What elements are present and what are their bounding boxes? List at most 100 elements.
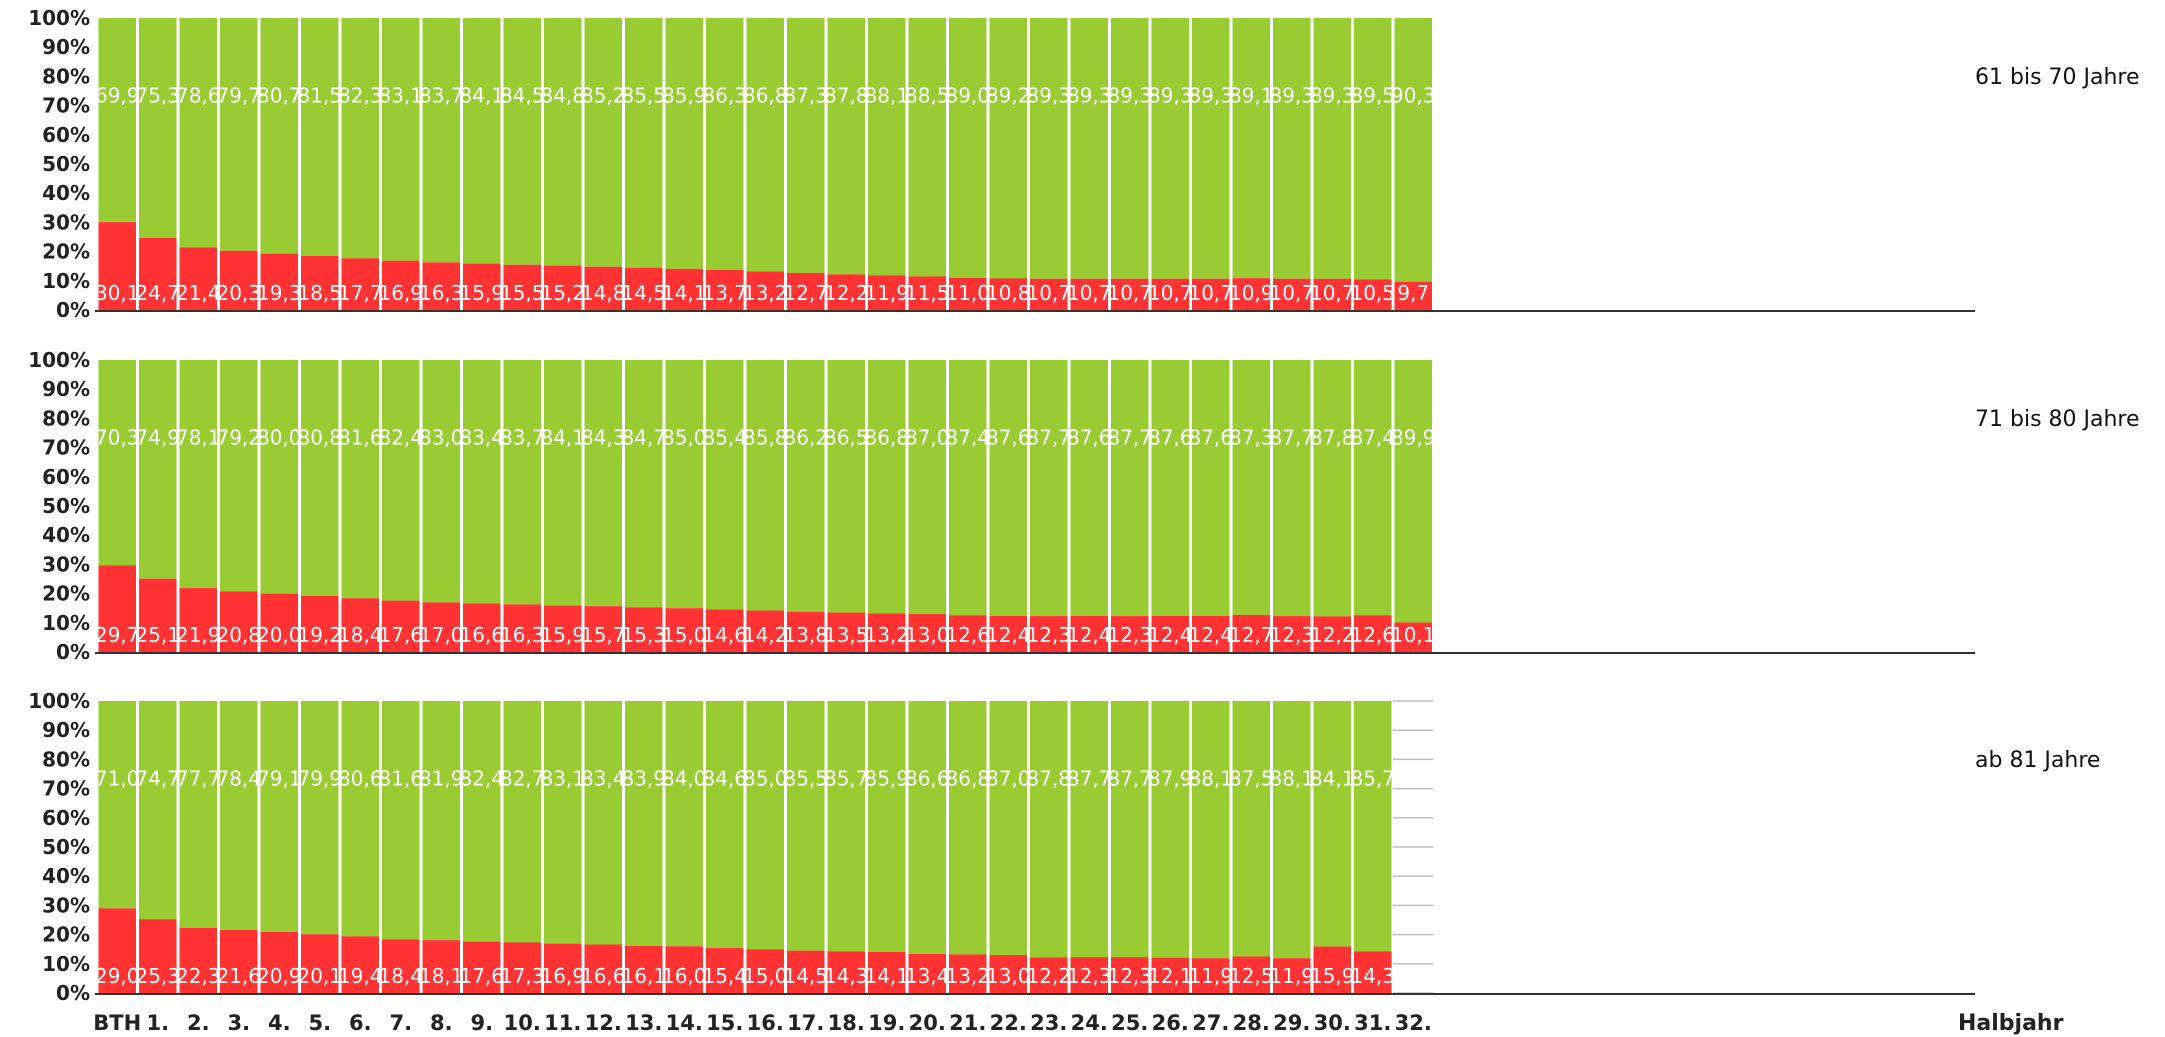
bar-7: 81,6 18,4 [378, 701, 423, 993]
x-tick-label: 28. [1233, 1011, 1270, 1035]
bar-segment-red [665, 946, 703, 993]
bar-segment-green [503, 701, 541, 943]
y-tick-label: 100% [28, 348, 90, 372]
bar-segment-red [382, 600, 420, 652]
data-label-green: 89,3 [1269, 84, 1314, 108]
bar-segment-green [382, 701, 420, 940]
data-label-red: 10,1 [1391, 623, 1436, 647]
data-label-red: 24,7 [135, 281, 180, 305]
data-label-green: 81,6 [378, 767, 423, 791]
x-tick-label: 30. [1314, 1011, 1351, 1035]
bar-segment-red [1232, 614, 1270, 652]
data-label-red: 12,6 [1350, 623, 1395, 647]
y-tick-label: 100% [28, 689, 90, 713]
bar-21: 86,8 13,2 [945, 701, 990, 993]
data-label-red: 16,3 [500, 623, 545, 647]
data-label-green: 78,1 [176, 426, 221, 450]
bar-11: 84,8 15,2 [540, 18, 585, 310]
bar-segment-red [341, 258, 379, 310]
data-label-red: 12,2 [1310, 623, 1355, 647]
data-label-red: 12,1 [1148, 964, 1193, 988]
data-label-red: 14,5 [621, 281, 666, 305]
bar-segment-red [179, 247, 217, 310]
data-label-red: 13,0 [905, 623, 950, 647]
bar-segment-green [1394, 360, 1432, 623]
data-label-green: 77,7 [176, 767, 221, 791]
bar-segment-green [463, 701, 501, 942]
bar-segment-green [1232, 18, 1270, 279]
data-label-red: 21,6 [216, 964, 261, 988]
bar-segment-green [179, 360, 217, 589]
bar-segment-red [787, 272, 825, 310]
data-label-green: 87,8 [1026, 767, 1071, 791]
y-tick-label: 30% [42, 210, 90, 234]
bar-segment-green [463, 360, 501, 604]
data-label-red: 22,3 [176, 964, 221, 988]
bar-segment-green [260, 18, 298, 254]
data-label-red: 13,0 [986, 964, 1031, 988]
data-label-red: 15,0 [662, 623, 707, 647]
bar-4: 80,7 19,3 [257, 18, 302, 310]
data-label-green: 89,3 [1067, 84, 1112, 108]
data-label-green: 84,1 [459, 84, 504, 108]
data-label-red: 20,9 [257, 964, 302, 988]
bar-15: 86,3 13,7 [702, 18, 747, 310]
data-label-red: 18,1 [419, 964, 464, 988]
bar-13: 84,7 15,3 [621, 360, 666, 652]
data-label-green: 78,6 [176, 84, 221, 108]
bar-segment-green [1273, 18, 1311, 279]
data-label-red: 18,4 [378, 964, 423, 988]
bar-31: 87,4 12,6 [1350, 360, 1395, 652]
data-label-green: 84,8 [540, 84, 585, 108]
bar-segment-red [1313, 946, 1351, 993]
bar-28: 87,5 12,5 [1229, 701, 1274, 993]
bar-segment-red [179, 588, 217, 652]
bar-segment-green [1273, 360, 1311, 617]
bar-22: 87,6 12,4 [986, 360, 1031, 652]
data-label-red: 12,2 [1026, 964, 1071, 988]
bar-16: 85,0 15,0 [743, 701, 788, 993]
data-label-green: 87,3 [783, 84, 828, 108]
data-label-red: 15,3 [621, 623, 666, 647]
bar-BTH: 70,3 29,7 [95, 360, 140, 652]
bar-5: 80,8 19,2 [297, 360, 342, 652]
data-label-red: 10,8 [986, 281, 1031, 305]
data-label-green: 86,3 [702, 84, 747, 108]
bar-8: 83,7 16,3 [419, 18, 464, 310]
bar-segment-green [382, 18, 420, 261]
data-label-green: 84,1 [540, 426, 585, 450]
bar-segment-green [787, 18, 825, 273]
bar-segment-red [827, 951, 865, 993]
bar-segment-red [1192, 615, 1230, 652]
bar-19: 86,8 13,2 [864, 360, 909, 652]
bar-segment-green [787, 360, 825, 612]
data-label-green: 69,9 [95, 84, 140, 108]
bar-segment-green [1192, 701, 1230, 959]
bar-segment-red [98, 222, 136, 310]
data-label-red: 12,4 [986, 623, 1031, 647]
bar-3: 79,7 20,3 [216, 18, 261, 310]
bar-segment-red [1151, 957, 1189, 993]
data-label-green: 88,1 [1269, 767, 1314, 791]
x-tick-label: 8. [430, 1011, 453, 1035]
data-label-red: 10,7 [1310, 281, 1355, 305]
data-label-red: 12,3 [1269, 623, 1314, 647]
bar-segment-green [584, 701, 622, 945]
bar-segment-green [706, 18, 744, 270]
bar-16: 86,8 13,2 [743, 18, 788, 310]
bar-25: 89,3 10,7 [1107, 18, 1152, 310]
bar-12: 84,3 15,7 [581, 360, 626, 652]
bar-segment-green [98, 701, 136, 909]
bar-segment-green [139, 360, 177, 579]
y-tick-label: 40% [42, 523, 90, 547]
bar-segment-green [179, 701, 217, 928]
data-label-green: 84,7 [621, 426, 666, 450]
bar-segment-green [584, 360, 622, 607]
data-label-red: 17,6 [378, 623, 423, 647]
bar-segment-green [665, 360, 703, 609]
bar-18: 86,5 13,5 [824, 360, 869, 652]
data-label-green: 82,4 [378, 426, 423, 450]
data-label-red: 17,3 [500, 964, 545, 988]
bar-segment-red [1232, 956, 1270, 993]
